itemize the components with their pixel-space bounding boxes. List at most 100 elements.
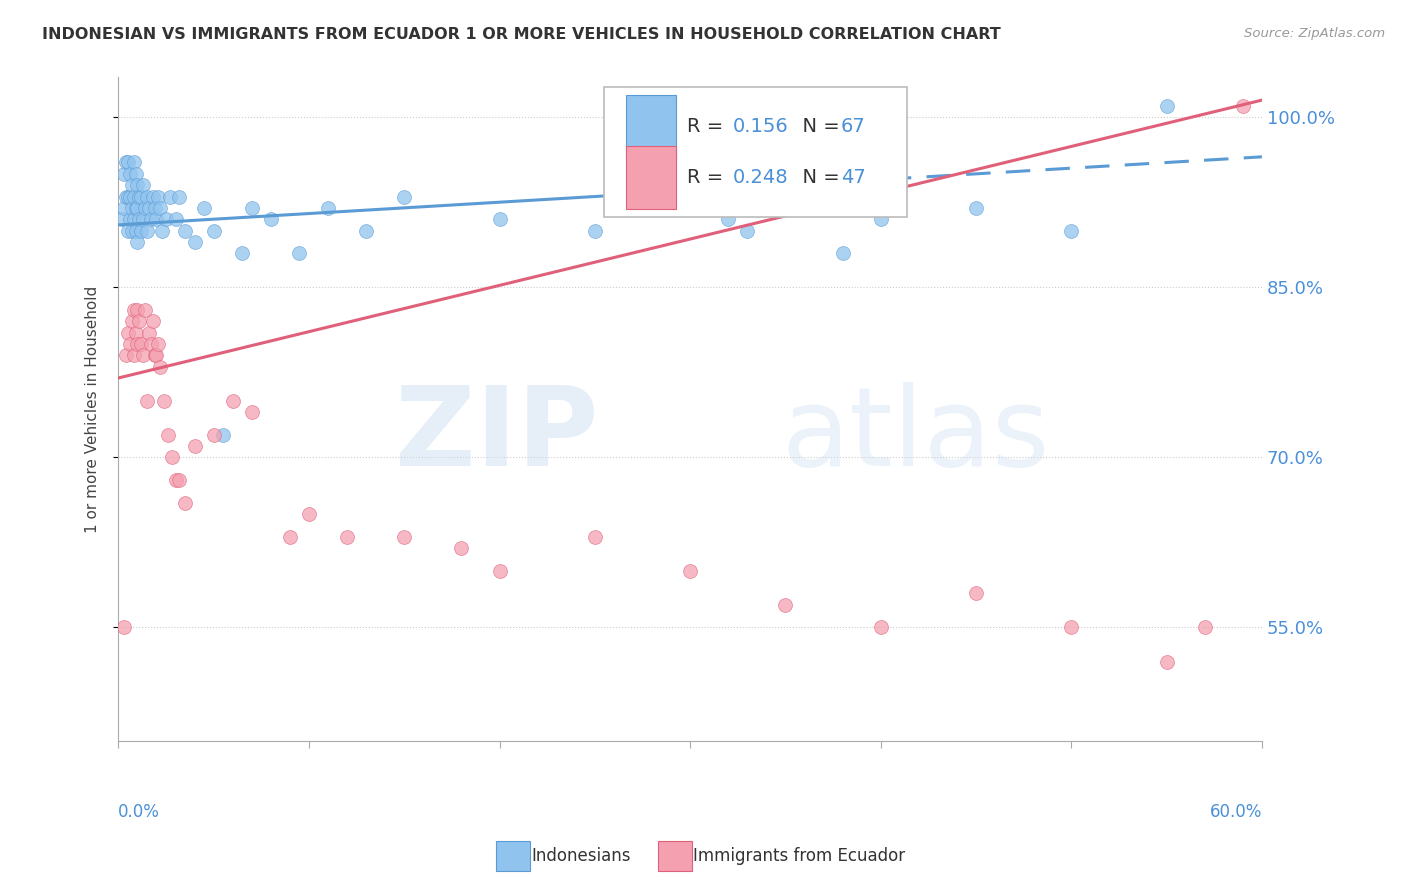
- Point: [117, 223, 139, 237]
- Point: [118, 337, 141, 351]
- Point: [1060, 620, 1083, 634]
- Point: [118, 212, 141, 227]
- Point: [169, 189, 191, 203]
- FancyBboxPatch shape: [626, 95, 676, 159]
- Point: [124, 201, 146, 215]
- Text: Source: ZipAtlas.com: Source: ZipAtlas.com: [1244, 27, 1385, 40]
- Text: N =: N =: [790, 117, 845, 136]
- Point: [222, 393, 245, 408]
- Point: [121, 314, 143, 328]
- Point: [965, 201, 987, 215]
- Point: [156, 427, 179, 442]
- Point: [149, 201, 172, 215]
- Point: [112, 167, 135, 181]
- Point: [1232, 99, 1254, 113]
- Text: R =: R =: [686, 168, 730, 187]
- Point: [869, 620, 891, 634]
- Point: [354, 223, 377, 237]
- Point: [965, 586, 987, 600]
- Point: [240, 405, 263, 419]
- Point: [183, 439, 205, 453]
- Point: [288, 246, 311, 260]
- Point: [831, 246, 853, 260]
- Text: Immigrants from Ecuador: Immigrants from Ecuador: [693, 847, 905, 865]
- Point: [240, 201, 263, 215]
- Point: [679, 189, 702, 203]
- Point: [717, 212, 740, 227]
- Point: [450, 541, 472, 555]
- Point: [127, 337, 149, 351]
- Point: [122, 348, 145, 362]
- Point: [148, 189, 170, 203]
- Point: [174, 223, 197, 237]
- Text: 0.248: 0.248: [733, 168, 789, 187]
- Point: [212, 427, 235, 442]
- Point: [132, 212, 155, 227]
- Point: [737, 223, 759, 237]
- Point: [139, 337, 162, 351]
- Point: [136, 189, 159, 203]
- Point: [127, 235, 149, 249]
- Point: [336, 530, 359, 544]
- FancyBboxPatch shape: [605, 87, 907, 217]
- Point: [394, 530, 416, 544]
- Point: [153, 393, 176, 408]
- Point: [112, 201, 135, 215]
- Point: [1194, 620, 1216, 634]
- Text: 0.0%: 0.0%: [118, 804, 160, 822]
- Point: [136, 223, 159, 237]
- Point: [583, 223, 606, 237]
- Point: [122, 155, 145, 169]
- Point: [143, 201, 166, 215]
- Point: [129, 337, 152, 351]
- Text: 0.156: 0.156: [733, 117, 789, 136]
- Point: [160, 450, 183, 465]
- Point: [488, 564, 510, 578]
- Point: [112, 620, 135, 634]
- Point: [124, 167, 146, 181]
- Point: [142, 314, 165, 328]
- Point: [775, 201, 797, 215]
- Point: [488, 212, 510, 227]
- Point: [134, 302, 156, 317]
- Text: 47: 47: [841, 168, 866, 187]
- Point: [1060, 223, 1083, 237]
- Point: [134, 201, 156, 215]
- Point: [138, 201, 160, 215]
- Point: [117, 189, 139, 203]
- Point: [142, 189, 165, 203]
- Text: R =: R =: [686, 117, 730, 136]
- Point: [202, 427, 225, 442]
- Text: 60.0%: 60.0%: [1209, 804, 1263, 822]
- Point: [278, 530, 301, 544]
- Text: atlas: atlas: [782, 382, 1050, 489]
- Point: [111, 212, 134, 227]
- Point: [128, 314, 150, 328]
- Point: [183, 235, 205, 249]
- Point: [298, 507, 321, 521]
- Point: [193, 201, 215, 215]
- Point: [124, 223, 146, 237]
- Point: [132, 178, 155, 193]
- Text: 67: 67: [841, 117, 866, 136]
- Text: Indonesians: Indonesians: [531, 847, 631, 865]
- Point: [118, 167, 141, 181]
- Point: [165, 212, 187, 227]
- Point: [118, 189, 141, 203]
- Point: [150, 223, 173, 237]
- Point: [132, 348, 155, 362]
- Point: [121, 178, 143, 193]
- Point: [231, 246, 253, 260]
- Point: [121, 201, 143, 215]
- Point: [136, 393, 159, 408]
- Point: [121, 223, 143, 237]
- Point: [128, 212, 150, 227]
- Point: [260, 212, 283, 227]
- Point: [115, 348, 138, 362]
- Point: [202, 223, 225, 237]
- Point: [169, 473, 191, 487]
- Point: [394, 189, 416, 203]
- Point: [1156, 99, 1178, 113]
- Point: [165, 473, 187, 487]
- Point: [143, 348, 166, 362]
